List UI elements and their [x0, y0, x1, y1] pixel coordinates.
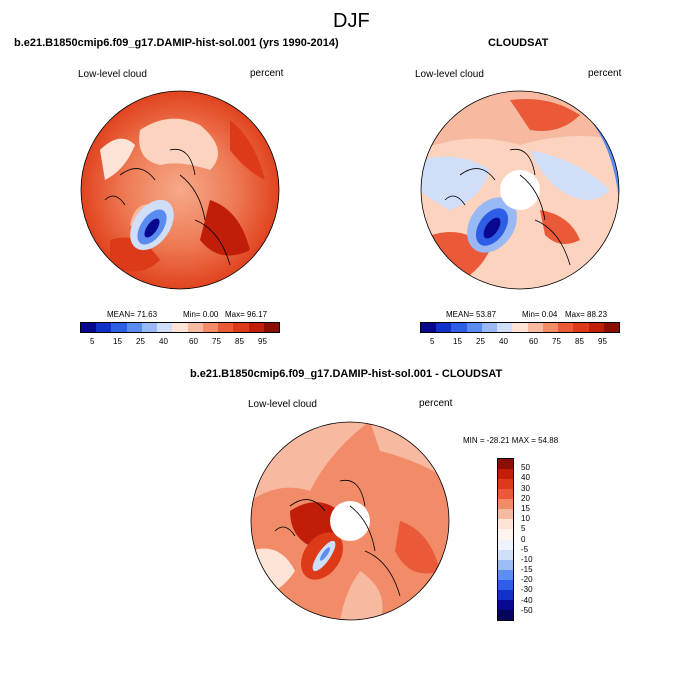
colorbar-swatch [498, 519, 513, 530]
colorbar-swatch [498, 609, 513, 620]
model-polar-map [80, 90, 280, 290]
obs-max-stat: Max= 88.23 [565, 310, 608, 319]
tick: -5 [521, 544, 529, 554]
obs-min-stat: Min= 0.04 [522, 310, 558, 319]
colorbar-swatch [498, 579, 513, 590]
colorbar-swatch [481, 323, 498, 332]
tick: 40 [159, 337, 168, 346]
model-min-stat: Min= 0.00 [183, 310, 219, 319]
colorbar-swatch [126, 323, 142, 332]
colorbar-swatch [498, 459, 513, 470]
model-units-label: percent [250, 68, 284, 79]
colorbar-swatch [497, 323, 513, 332]
colorbar-swatch [81, 323, 97, 332]
tick: 5 [90, 337, 95, 346]
diff-variable-label: Low-level cloud [248, 399, 317, 410]
colorbar-swatch [527, 323, 543, 332]
model-panel-header: b.e21.B1850cmip6.f09_g17.DAMIP-hist-sol.… [14, 37, 339, 49]
tick: 75 [552, 337, 561, 346]
colorbar-swatch [218, 323, 234, 332]
colorbar-swatch [451, 323, 467, 332]
colorbar-swatch [187, 323, 203, 332]
tick: -30 [521, 585, 533, 595]
colorbar-swatch [498, 539, 513, 550]
colorbar-swatch [573, 323, 589, 332]
colorbar-swatch [157, 323, 173, 332]
tick: 5 [521, 524, 526, 534]
colorbar-swatch [436, 323, 452, 332]
obs-polar-map [420, 90, 620, 290]
obs-mean-stat: MEAN= 53.87 [446, 310, 497, 319]
tick: 5 [430, 337, 435, 346]
model-variable-label: Low-level cloud [78, 69, 147, 80]
tick: -15 [521, 565, 533, 575]
colorbar-swatch [498, 529, 513, 540]
model-colorbar-ticks: 5 15 25 40 60 75 85 95 [80, 337, 280, 347]
diff-units-label: percent [419, 398, 453, 409]
diff-polar-map [250, 421, 450, 621]
colorbar-swatch [202, 323, 219, 332]
colorbar-swatch [498, 569, 513, 580]
tick: 95 [258, 337, 267, 346]
tick: -10 [521, 554, 533, 564]
obs-units-label: percent [588, 68, 622, 79]
tick: 20 [521, 493, 530, 503]
tick: 85 [235, 337, 244, 346]
diff-minmax: MIN = -28.21 MAX = 54.88 [463, 436, 559, 445]
colorbar-swatch [248, 323, 264, 332]
colorbar-swatch [466, 323, 482, 332]
diff-colorbar-ticks: 50 40 30 20 15 10 5 0 -5 -10 -15 -20 -30 -40 -50 [521, 458, 551, 621]
colorbar-swatch [233, 323, 249, 332]
tick: 15 [113, 337, 122, 346]
colorbar-swatch [498, 499, 513, 510]
diff-panel-header: b.e21.B1850cmip6.f09_g17.DAMIP-hist-sol.… [190, 368, 503, 380]
diff-colorbar [497, 458, 514, 621]
colorbar-swatch [498, 469, 513, 480]
model-max-stat: Max= 96.17 [225, 310, 268, 319]
tick: 40 [499, 337, 508, 346]
obs-colorbar [420, 322, 620, 333]
colorbar-swatch [512, 323, 528, 332]
colorbar-swatch [498, 559, 513, 570]
colorbar-swatch [172, 323, 188, 332]
obs-colorbar-ticks: 5 15 25 40 60 75 85 95 [420, 337, 620, 347]
colorbar-swatch [498, 479, 513, 490]
colorbar-swatch [498, 549, 513, 560]
colorbar-swatch [498, 509, 513, 520]
tick: 25 [136, 337, 145, 346]
figure-title: DJF [333, 10, 370, 32]
obs-variable-label: Low-level cloud [415, 69, 484, 80]
colorbar-swatch [498, 589, 513, 600]
colorbar-swatch [603, 323, 620, 332]
tick: 50 [521, 463, 530, 473]
tick: 15 [453, 337, 462, 346]
tick: -50 [521, 605, 533, 615]
tick: 0 [521, 534, 526, 544]
colorbar-swatch [498, 489, 513, 500]
tick: 10 [521, 514, 530, 524]
tick: 25 [476, 337, 485, 346]
obs-panel-header: CLOUDSAT [488, 37, 549, 49]
colorbar-swatch [263, 323, 280, 332]
model-mean-stat: MEAN= 71.63 [107, 310, 158, 319]
model-colorbar [80, 322, 280, 333]
tick: 40 [521, 473, 530, 483]
colorbar-swatch [111, 323, 127, 332]
colorbar-swatch [542, 323, 559, 332]
tick: 75 [212, 337, 221, 346]
tick: 60 [529, 337, 538, 346]
colorbar-swatch [558, 323, 574, 332]
tick: -40 [521, 595, 533, 605]
colorbar-swatch [421, 323, 437, 332]
colorbar-swatch [96, 323, 112, 332]
tick: 95 [598, 337, 607, 346]
tick: 60 [189, 337, 198, 346]
colorbar-swatch [141, 323, 158, 332]
tick: 85 [575, 337, 584, 346]
colorbar-swatch [588, 323, 604, 332]
tick: -20 [521, 575, 533, 585]
tick: 15 [521, 503, 530, 513]
tick: 30 [521, 483, 530, 493]
colorbar-swatch [498, 599, 513, 610]
